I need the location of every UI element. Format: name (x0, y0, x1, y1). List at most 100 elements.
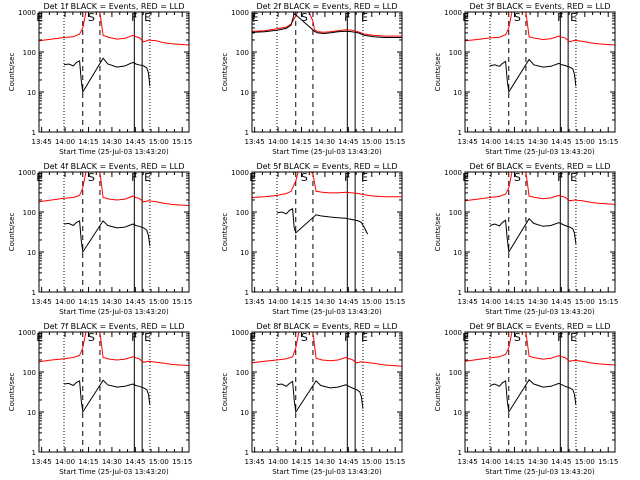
chart-2-frame (251, 11, 403, 133)
chart-4-marker-e: E (144, 171, 151, 184)
chart-4-xtick-label: 14:00 (55, 298, 75, 306)
chart-3-xtick-label: 14:15 (504, 138, 524, 146)
chart-8-xtick-label: 15:00 (362, 458, 382, 466)
chart-1-ytick-label: 100 (23, 49, 36, 57)
chart-9-ytick-label: 1 (458, 449, 462, 457)
chart-5-title: Det 5f BLACK = Events, RED = LLD (256, 162, 397, 171)
chart-5-xtick-label: 14:15 (291, 298, 311, 306)
chart-1-marker-f: F (131, 11, 137, 24)
chart-2-ylabel: Counts/sec (221, 53, 229, 92)
chart-6-series-lld (465, 172, 615, 205)
chart-7-ytick-label: 1 (32, 449, 36, 457)
chart-5-marker-s: S (301, 171, 308, 184)
chart-3-ytick-label: 1000 (444, 9, 462, 17)
chart-5-marker-e: E (249, 171, 256, 184)
chart-9-xtick-label: 14:00 (481, 458, 501, 466)
chart-7-series-events (63, 379, 151, 414)
chart-9-marker-e: E (462, 331, 469, 344)
chart-9-xtick-label: 13:45 (458, 458, 478, 466)
chart-1-marker-s: S (88, 11, 95, 24)
chart-8-xtick-label: 14:45 (338, 458, 358, 466)
chart-6: 1 10 100 1000 13:45 14:00 14:15 14:30 14:45 15:00… (434, 162, 618, 316)
chart-9-xtick-label: 15:15 (598, 458, 618, 466)
chart-8-title: Det 8f BLACK = Events, RED = LLD (256, 322, 397, 331)
chart-2-ytick-label: 1000 (231, 9, 249, 17)
chart-8-ytick-label: 10 (240, 409, 249, 417)
chart-2-xtick-label: 14:45 (338, 138, 358, 146)
chart-8-xtick-label: 14:15 (291, 458, 311, 466)
chart-2-xtick-label: 13:45 (245, 138, 265, 146)
chart-8-ytick-label: 100 (236, 369, 249, 377)
chart-2-xtick-label: 15:00 (362, 138, 382, 146)
chart-6-series-events (489, 217, 577, 254)
chart-5-marker-f: F (344, 171, 350, 184)
chart-9-xtick-label: 14:45 (551, 458, 571, 466)
chart-2-ytick-label: 10 (240, 89, 249, 97)
chart-3-series-events (489, 58, 577, 94)
chart-8-ylabel: Counts/sec (221, 373, 229, 412)
chart-7-xtick-label: 14:30 (102, 458, 122, 466)
chart-1-series-events (63, 57, 151, 94)
chart-7-ytick-label: 1000 (18, 329, 36, 337)
chart-4-marker-e: E (36, 171, 43, 184)
chart-5-xtick-label: 13:45 (245, 298, 265, 306)
chart-5-ytick-label: 100 (236, 209, 249, 217)
chart-2: 1 10 100 1000 13:45 14:00 14:15 14:30 14:45 15:00… (221, 2, 405, 156)
chart-2-ytick-label: 1 (245, 129, 249, 137)
chart-3-ylabel: Counts/sec (434, 53, 442, 92)
chart-9-xtick-label: 14:15 (504, 458, 524, 466)
chart-3-title: Det 3f BLACK = Events, RED = LLD (469, 2, 610, 11)
chart-8-ytick-label: 1000 (231, 329, 249, 337)
chart-9-marker-f: F (557, 331, 563, 344)
chart-6-ylabel: Counts/sec (434, 213, 442, 252)
chart-6-ytick-label: 1 (458, 289, 462, 297)
chart-1-xtick-label: 15:15 (172, 138, 192, 146)
chart-3: 1 10 100 1000 13:45 14:00 14:15 14:30 14:45 15:00… (434, 2, 618, 156)
chart-9: 1 10 100 1000 13:45 14:00 14:15 14:30 14:45 15:00… (434, 322, 618, 476)
chart-3-xtick-label: 13:45 (458, 138, 478, 146)
chart-8-xtick-label: 14:30 (315, 458, 335, 466)
chart-9-series-lld (465, 332, 615, 366)
chart-3-xtick-label: 15:00 (575, 138, 595, 146)
chart-9-xlabel: Start Time (25-Jul-03 13:43:20) (485, 468, 595, 476)
chart-4-ytick-label: 1000 (18, 169, 36, 177)
chart-7-xlabel: Start Time (25-Jul-03 13:43:20) (59, 468, 169, 476)
chart-2-marker-e: E (361, 11, 368, 24)
chart-9-xtick-label: 14:30 (528, 458, 548, 466)
chart-9-ytick-label: 100 (449, 369, 462, 377)
chart-3-marker-e: E (462, 11, 469, 24)
chart-8-marker-e: E (361, 331, 368, 344)
chart-7-xtick-label: 13:45 (32, 458, 52, 466)
chart-2-xtick-label: 15:15 (385, 138, 405, 146)
chart-3-ytick-label: 100 (449, 49, 462, 57)
chart-8-frame (251, 331, 403, 453)
chart-4-xtick-label: 14:45 (125, 298, 145, 306)
chart-1-marker-e: E (144, 11, 151, 24)
chart-6-marker-s: S (514, 171, 521, 184)
chart-6-ytick-label: 100 (449, 209, 462, 217)
chart-1: 1 10 100 1000 13:45 14:00 14:15 14:30 14:45 15:00… (8, 2, 192, 156)
chart-4-xtick-label: 14:30 (102, 298, 122, 306)
chart-3-xtick-label: 14:00 (481, 138, 501, 146)
chart-9-marker-e: E (570, 331, 577, 344)
chart-4-ylabel: Counts/sec (8, 213, 16, 252)
chart-5-xlabel: Start Time (25-Jul-03 13:43:20) (272, 308, 382, 316)
chart-7-title: Det 7f BLACK = Events, RED = LLD (43, 322, 184, 331)
chart-5-xtick-label: 14:45 (338, 298, 358, 306)
chart-5-ytick-label: 1000 (231, 169, 249, 177)
chart-5-series-events (276, 208, 369, 235)
chart-6-xlabel: Start Time (25-Jul-03 13:43:20) (485, 308, 595, 316)
chart-3-marker-f: F (557, 11, 563, 24)
chart-8-marker-s: S (301, 331, 308, 344)
chart-6-marker-e: E (462, 171, 469, 184)
chart-8-series-events (276, 380, 364, 414)
chart-7-ytick-label: 10 (27, 409, 36, 417)
chart-4-ytick-label: 10 (27, 249, 36, 257)
chart-5-xtick-label: 15:00 (362, 298, 382, 306)
chart-3-xlabel: Start Time (25-Jul-03 13:43:20) (485, 148, 595, 156)
chart-4-ytick-label: 1 (32, 289, 36, 297)
chart-9-xtick-label: 15:00 (575, 458, 595, 466)
chart-7: 1 10 100 1000 13:45 14:00 14:15 14:30 14:45 15:00… (8, 322, 192, 476)
chart-4-xtick-label: 15:00 (149, 298, 169, 306)
